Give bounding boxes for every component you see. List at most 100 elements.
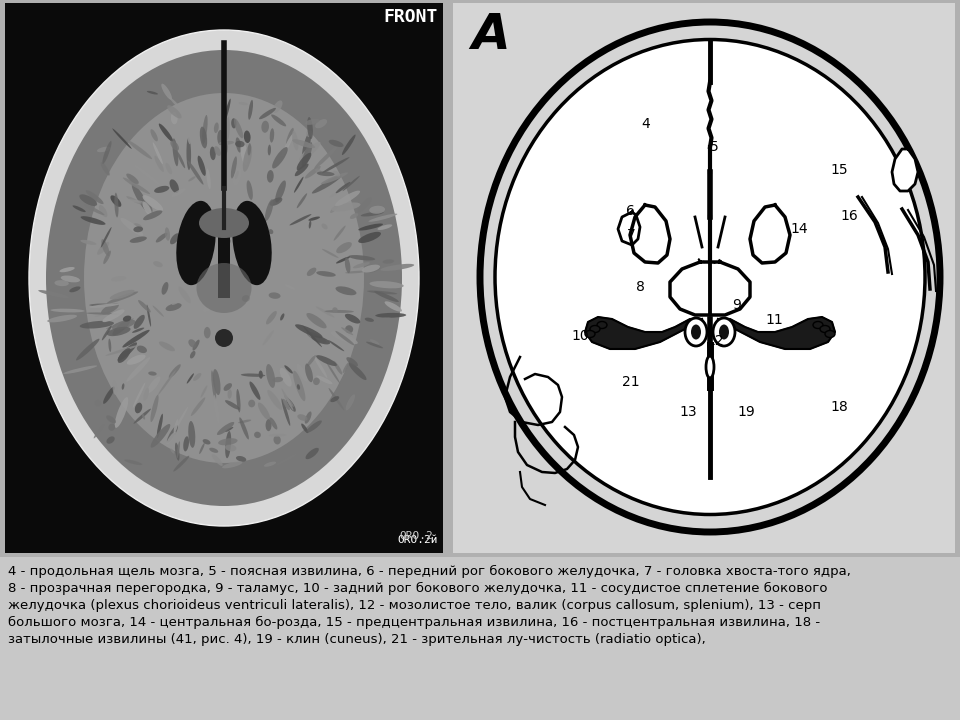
Polygon shape [630, 205, 670, 263]
Ellipse shape [306, 332, 326, 343]
Ellipse shape [132, 382, 145, 408]
Ellipse shape [143, 388, 149, 401]
Ellipse shape [112, 381, 117, 395]
Ellipse shape [336, 242, 351, 253]
Ellipse shape [286, 398, 296, 412]
Ellipse shape [103, 141, 111, 164]
Ellipse shape [268, 145, 271, 156]
Ellipse shape [316, 271, 336, 276]
Ellipse shape [161, 282, 168, 294]
Polygon shape [710, 262, 750, 315]
Ellipse shape [214, 146, 221, 156]
Ellipse shape [153, 143, 163, 164]
Polygon shape [718, 317, 835, 349]
Text: 6: 6 [626, 204, 636, 217]
Ellipse shape [188, 339, 197, 348]
Ellipse shape [258, 138, 266, 155]
Ellipse shape [161, 84, 172, 100]
Ellipse shape [151, 129, 157, 141]
Ellipse shape [270, 418, 277, 430]
Ellipse shape [377, 225, 393, 230]
Ellipse shape [112, 320, 135, 330]
Ellipse shape [187, 161, 204, 184]
Ellipse shape [215, 329, 233, 347]
Ellipse shape [187, 116, 192, 144]
Ellipse shape [267, 390, 282, 410]
Ellipse shape [367, 291, 397, 294]
Ellipse shape [222, 462, 243, 468]
Ellipse shape [279, 368, 292, 387]
Ellipse shape [201, 385, 207, 397]
Ellipse shape [231, 156, 237, 179]
Ellipse shape [295, 324, 323, 338]
Ellipse shape [273, 100, 282, 113]
Ellipse shape [349, 213, 358, 219]
Ellipse shape [186, 138, 191, 170]
Ellipse shape [156, 414, 163, 438]
Ellipse shape [122, 199, 144, 203]
Ellipse shape [379, 318, 393, 321]
Ellipse shape [585, 330, 595, 338]
Ellipse shape [120, 218, 143, 236]
Ellipse shape [167, 426, 178, 443]
Ellipse shape [106, 345, 138, 356]
Ellipse shape [204, 327, 210, 338]
Ellipse shape [297, 364, 308, 382]
Ellipse shape [158, 341, 175, 351]
Ellipse shape [29, 30, 419, 526]
Ellipse shape [80, 321, 114, 328]
Ellipse shape [218, 438, 237, 445]
Ellipse shape [165, 303, 181, 311]
Ellipse shape [170, 140, 179, 150]
Ellipse shape [370, 206, 385, 214]
Ellipse shape [326, 362, 340, 384]
Ellipse shape [284, 395, 294, 407]
Ellipse shape [305, 448, 319, 459]
Ellipse shape [179, 287, 191, 303]
Ellipse shape [94, 424, 105, 438]
Text: 10: 10 [571, 328, 589, 343]
Ellipse shape [199, 208, 249, 238]
Ellipse shape [242, 295, 250, 302]
Ellipse shape [266, 311, 276, 325]
Ellipse shape [248, 143, 252, 156]
Ellipse shape [335, 287, 356, 295]
Ellipse shape [322, 223, 327, 230]
Ellipse shape [76, 338, 100, 361]
Ellipse shape [102, 325, 111, 341]
Ellipse shape [366, 342, 383, 348]
Ellipse shape [232, 201, 272, 285]
Ellipse shape [270, 128, 275, 143]
Text: 7: 7 [627, 228, 636, 242]
Ellipse shape [331, 331, 358, 344]
Ellipse shape [238, 420, 252, 423]
Ellipse shape [590, 325, 600, 333]
Ellipse shape [312, 176, 342, 194]
Ellipse shape [290, 214, 311, 225]
Ellipse shape [297, 193, 307, 208]
Ellipse shape [330, 206, 338, 213]
Ellipse shape [269, 433, 286, 437]
Ellipse shape [334, 225, 346, 240]
Ellipse shape [177, 201, 216, 285]
Ellipse shape [122, 330, 150, 348]
Ellipse shape [261, 121, 269, 132]
Ellipse shape [89, 304, 120, 307]
Ellipse shape [225, 427, 233, 432]
Ellipse shape [370, 339, 379, 345]
Ellipse shape [383, 259, 394, 264]
Ellipse shape [186, 373, 194, 384]
Ellipse shape [328, 140, 344, 147]
Ellipse shape [172, 188, 185, 197]
Ellipse shape [51, 309, 84, 312]
Ellipse shape [174, 456, 189, 472]
Text: 12: 12 [706, 334, 724, 348]
Ellipse shape [127, 357, 151, 382]
Ellipse shape [266, 364, 276, 388]
Ellipse shape [204, 305, 213, 312]
Ellipse shape [293, 371, 305, 401]
Ellipse shape [107, 436, 114, 444]
Ellipse shape [343, 176, 360, 191]
Ellipse shape [495, 40, 925, 515]
Ellipse shape [170, 233, 180, 244]
